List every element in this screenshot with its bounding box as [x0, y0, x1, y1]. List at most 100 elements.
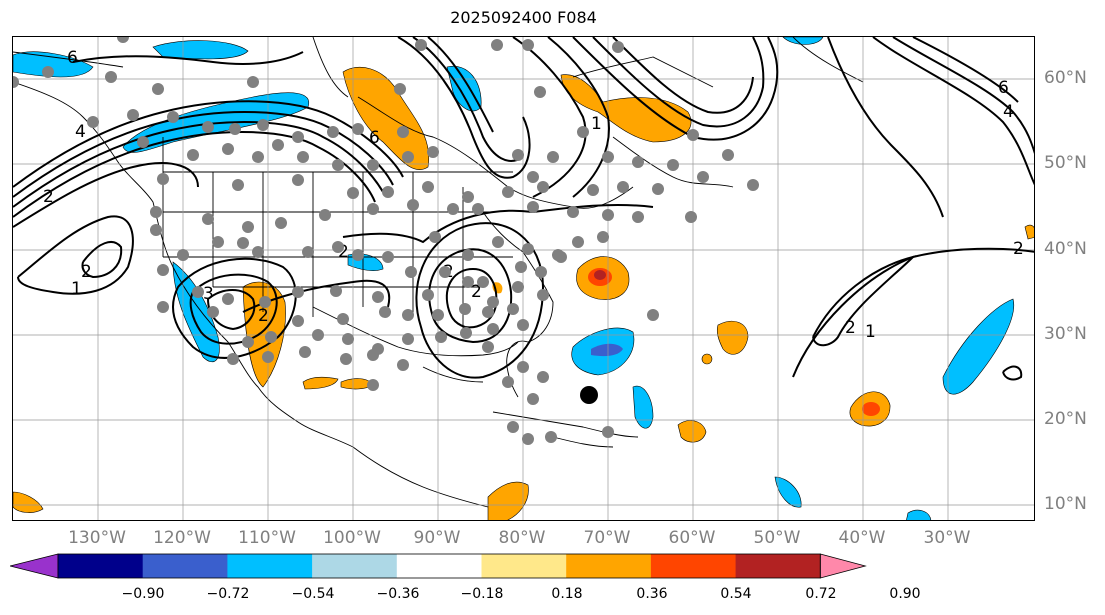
station-dot	[652, 183, 664, 195]
station-dot	[397, 359, 409, 371]
cool-anomaly-region	[906, 510, 932, 520]
station-dot	[632, 156, 644, 168]
station-dot	[347, 187, 359, 199]
station-dot	[262, 351, 274, 363]
colorbar-tick-label: 0.90	[889, 586, 921, 602]
contour-line	[13, 111, 394, 198]
station-dot	[507, 421, 519, 433]
cool-anomaly-region	[632, 385, 654, 429]
station-dot	[577, 126, 589, 138]
station-dot	[537, 289, 549, 301]
station-dot	[545, 431, 557, 443]
station-dot	[667, 159, 679, 171]
station-dot	[292, 286, 304, 298]
station-dot	[207, 306, 219, 318]
station-dot	[272, 139, 284, 151]
station-dot	[522, 243, 534, 255]
station-dot	[405, 266, 417, 278]
contour-label: 2	[81, 262, 92, 282]
station-dot	[327, 126, 339, 138]
contour-label: 3	[203, 284, 214, 304]
contour-line	[428, 248, 513, 344]
colorbar-segment	[58, 554, 144, 578]
lat-label: 10°N	[1044, 494, 1087, 514]
station-dot	[572, 236, 584, 248]
station-dot	[482, 306, 494, 318]
colorbar-segment	[142, 554, 228, 578]
station-dot	[512, 149, 524, 161]
station-dot	[382, 251, 394, 263]
station-dot	[602, 151, 614, 163]
contour-line	[547, 37, 610, 198]
station-dot	[402, 151, 414, 163]
colorbar	[10, 553, 867, 579]
contour-line	[415, 222, 545, 379]
colorbar-tick-label: 0.18	[551, 586, 583, 602]
colorbar-segment	[481, 554, 567, 578]
station-dot	[535, 266, 547, 278]
warm-anomaly-region	[701, 353, 713, 365]
colorbar-border	[57, 553, 821, 579]
station-dot	[422, 181, 434, 193]
contour-label: 2	[258, 306, 269, 326]
station-dot	[42, 66, 54, 78]
graticule	[13, 37, 1034, 520]
colorbar-tick-label: 0.54	[720, 586, 752, 602]
station-dot	[222, 143, 234, 155]
station-dot	[332, 241, 344, 253]
station-dot	[202, 213, 214, 225]
contour-line	[72, 51, 304, 65]
contour-label: 1	[591, 114, 602, 134]
station-dot	[537, 371, 549, 383]
contour-line	[592, 37, 765, 128]
station-dot	[152, 83, 164, 95]
station-dot	[292, 131, 304, 143]
lat-label: 20°N	[1044, 409, 1087, 429]
station-dot	[685, 211, 697, 223]
station-dot	[429, 231, 441, 243]
lon-label: 90°W	[413, 528, 461, 548]
contour-label: 2	[1013, 239, 1024, 259]
contour-label: 1	[71, 279, 82, 299]
contour-line	[427, 37, 494, 133]
station-dot	[537, 181, 549, 193]
station-dot	[632, 211, 644, 223]
station-dot	[547, 151, 559, 163]
station-dot	[447, 203, 459, 215]
station-dot	[647, 309, 659, 321]
contour-label: 6	[369, 128, 380, 148]
contour-line	[13, 130, 376, 218]
contour-line	[172, 257, 297, 359]
station-dot	[382, 186, 394, 198]
contour-line	[1002, 365, 1023, 381]
contour-line	[892, 37, 1034, 154]
station-dot	[507, 303, 519, 315]
station-dot	[722, 149, 734, 161]
station-dot	[252, 151, 264, 163]
lon-label: 30°W	[923, 528, 971, 548]
lon-label: 80°W	[498, 528, 546, 548]
contour-line	[13, 162, 199, 228]
station-dot	[527, 201, 539, 213]
station-dot	[222, 293, 234, 305]
station-dot	[502, 186, 514, 198]
colorbar-segment	[312, 554, 398, 578]
map-canvas: 6 6 2 4 2 1 2 3 2 2 2 1 6 4 2 2 1	[13, 37, 1034, 520]
station-dot	[602, 209, 614, 221]
colorbar-segment	[227, 554, 313, 578]
station-dot	[330, 285, 342, 297]
station-dot	[265, 331, 277, 343]
colorbar-segment	[566, 554, 652, 578]
station-dot	[427, 146, 439, 158]
warm-anomaly-core	[862, 402, 880, 416]
station-dots	[13, 37, 759, 445]
station-dot	[617, 181, 629, 193]
contour-label: 2	[338, 242, 349, 262]
station-dot	[257, 119, 269, 131]
contour-line	[812, 255, 917, 347]
station-dot	[340, 353, 352, 365]
station-dot	[379, 306, 391, 318]
station-dot	[87, 116, 99, 128]
station-dot	[367, 159, 379, 171]
colorbar-segment	[396, 554, 482, 578]
